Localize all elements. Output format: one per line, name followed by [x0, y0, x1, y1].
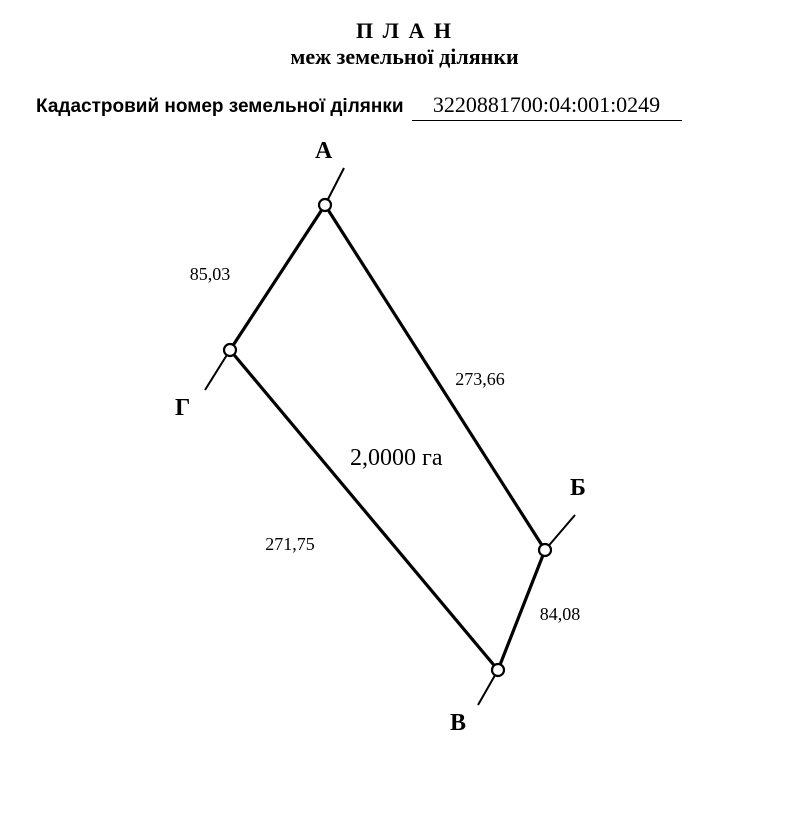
edge-length-B-V: 84,08: [540, 604, 581, 624]
header: П Л А Н меж земельної ділянки: [0, 0, 809, 70]
title-line-2: меж земельної ділянки: [0, 44, 809, 70]
cadastral-number: 3220881700:04:001:0249: [412, 92, 682, 121]
edge-B-V: [498, 550, 545, 670]
vertex-label-G: Г: [175, 395, 190, 421]
area-text: 2,0000 га: [350, 445, 443, 471]
land-plot-diagram: А Б В Г 273,66 84,08 271,75 85,03 2,0000 га: [0, 140, 809, 800]
edge-A-B: [325, 205, 545, 550]
edge-length-A-B: 273,66: [455, 369, 505, 389]
vertex-A: [319, 199, 331, 211]
vertex-label-A: А: [315, 140, 333, 164]
vertex-B: [539, 544, 551, 556]
edge-G-A: [230, 205, 325, 350]
vertex-label-V: В: [450, 710, 466, 736]
cadastral-label: Кадастровий номер земельної ділянки: [36, 96, 404, 118]
edge-length-V-G: 271,75: [265, 534, 315, 554]
vertex-label-B: Б: [570, 475, 586, 501]
edge-V-G: [230, 350, 498, 670]
title-line-1: П Л А Н: [0, 18, 809, 44]
vertex-V: [492, 664, 504, 676]
edge-length-G-A: 85,03: [190, 264, 231, 284]
vertex-G: [224, 344, 236, 356]
cadastral-row: Кадастровий номер земельної ділянки 3220…: [0, 92, 809, 121]
